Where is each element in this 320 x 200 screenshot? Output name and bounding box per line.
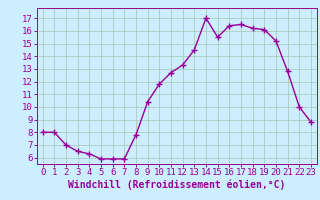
X-axis label: Windchill (Refroidissement éolien,°C): Windchill (Refroidissement éolien,°C)	[68, 180, 285, 190]
